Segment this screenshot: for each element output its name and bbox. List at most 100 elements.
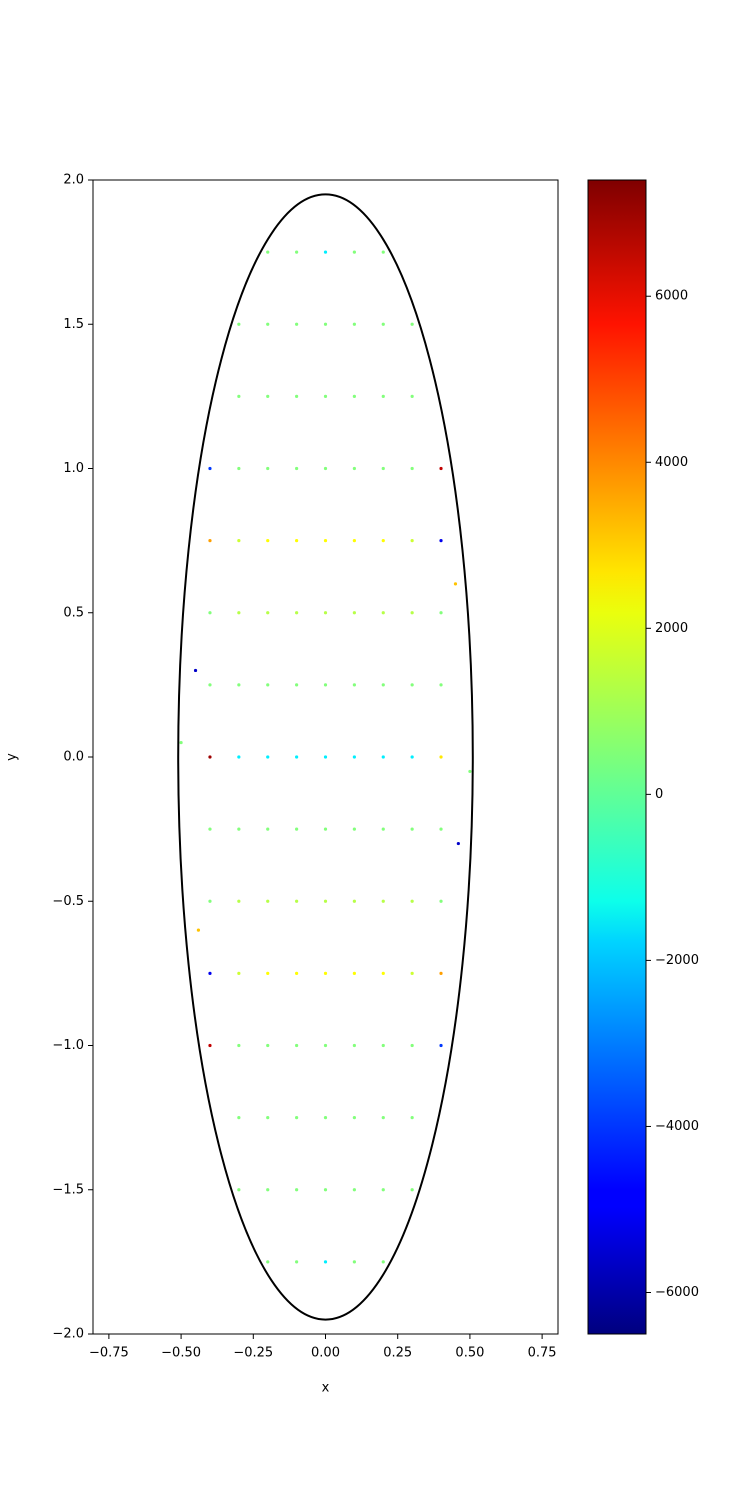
y-tick-label: 0.0 — [63, 750, 84, 765]
point — [381, 1188, 385, 1192]
point — [352, 971, 356, 975]
point — [453, 582, 458, 586]
colorbar-tick-label: −2000 — [655, 953, 699, 968]
point — [237, 322, 241, 326]
y-tick-label: −1.5 — [52, 1182, 84, 1197]
point — [237, 394, 241, 398]
x-tick-label: 0.00 — [311, 1346, 340, 1361]
point — [266, 539, 270, 543]
point — [237, 971, 241, 975]
point — [352, 683, 356, 687]
point — [439, 827, 443, 831]
point — [266, 466, 270, 471]
point — [266, 683, 270, 687]
colorbar-tick-label: −6000 — [655, 1285, 699, 1300]
point — [381, 755, 385, 759]
point — [266, 827, 270, 831]
x-tick-label: 0.50 — [455, 1346, 484, 1361]
y-tick-label: 1.5 — [63, 317, 84, 332]
point — [323, 322, 328, 326]
point — [208, 1043, 212, 1048]
point — [295, 755, 299, 759]
point — [410, 322, 414, 326]
point — [381, 539, 385, 543]
point — [381, 322, 385, 326]
point — [439, 466, 443, 471]
point — [410, 755, 414, 759]
point — [323, 1188, 328, 1192]
point — [295, 899, 299, 903]
point — [237, 611, 241, 615]
colorbar — [588, 180, 646, 1334]
x-axis-label: x — [322, 1381, 330, 1396]
point — [323, 611, 328, 615]
point — [266, 322, 270, 326]
point — [323, 1043, 328, 1048]
point — [352, 755, 356, 759]
point — [295, 1043, 299, 1048]
point — [323, 971, 328, 975]
point — [352, 250, 356, 254]
point — [381, 250, 385, 254]
point — [295, 466, 299, 471]
point — [352, 322, 356, 326]
colorbar-tick-label: 4000 — [655, 455, 688, 470]
x-tick-label: 0.75 — [528, 1346, 557, 1361]
y-tick-label: 0.5 — [63, 605, 84, 620]
point — [323, 899, 328, 903]
point — [381, 1043, 385, 1048]
point — [193, 668, 198, 673]
point — [352, 394, 356, 398]
point — [323, 683, 328, 687]
point — [439, 755, 443, 759]
point — [410, 683, 414, 687]
point — [410, 1188, 414, 1192]
point — [208, 755, 212, 759]
point — [323, 755, 328, 759]
point — [352, 1116, 356, 1120]
point — [439, 539, 443, 543]
point — [266, 250, 270, 254]
point — [295, 1188, 299, 1192]
colorbar-frame — [587, 179, 647, 1335]
point — [323, 1116, 328, 1120]
point — [237, 683, 241, 687]
point — [196, 928, 201, 932]
point — [237, 466, 241, 471]
point — [208, 611, 212, 615]
point — [381, 611, 385, 615]
point — [208, 899, 212, 903]
point — [410, 899, 414, 903]
point — [266, 1188, 270, 1192]
x-tick-label: −0.25 — [233, 1346, 273, 1361]
point — [295, 1260, 299, 1264]
point — [295, 322, 299, 326]
point — [381, 394, 385, 398]
point — [439, 683, 443, 687]
point — [410, 1116, 414, 1120]
point — [295, 250, 299, 254]
point — [266, 755, 270, 759]
point — [352, 539, 356, 543]
point — [208, 827, 212, 831]
point — [381, 827, 385, 831]
point — [381, 899, 385, 903]
point — [208, 466, 212, 471]
point — [295, 827, 299, 831]
point — [266, 611, 270, 615]
point — [295, 683, 299, 687]
point — [381, 971, 385, 975]
point — [208, 539, 212, 543]
point — [410, 971, 414, 975]
point — [237, 899, 241, 903]
point — [352, 1043, 356, 1048]
point — [381, 1116, 385, 1120]
point — [352, 827, 356, 831]
point — [352, 1188, 356, 1192]
point — [410, 1043, 414, 1048]
point — [468, 769, 472, 774]
point — [410, 539, 414, 543]
point — [266, 1260, 270, 1264]
x-tick-label: 0.25 — [383, 1346, 412, 1361]
colorbar-tick-label: 6000 — [655, 289, 688, 304]
